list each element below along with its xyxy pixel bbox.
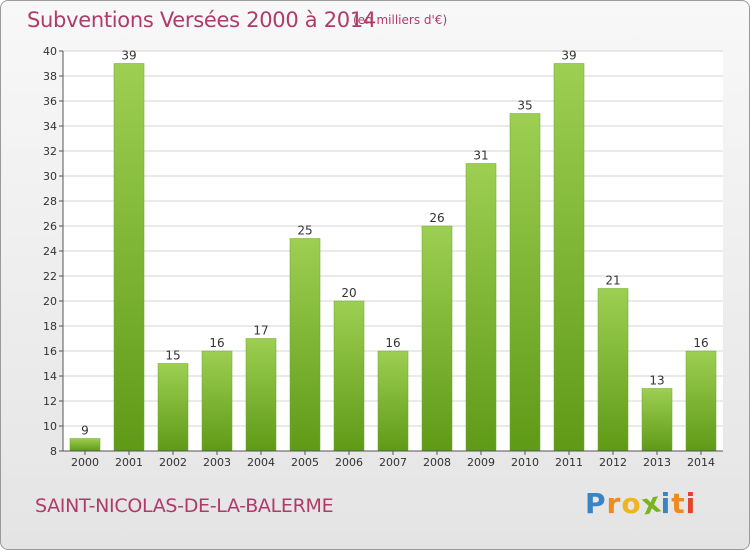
bar (509, 113, 541, 452)
bar-value-label: 25 (297, 224, 312, 238)
y-tick-label: 26 (43, 220, 57, 233)
y-tick-label: 30 (43, 170, 57, 183)
logo-letter: t (671, 487, 686, 520)
y-tick-label: 18 (43, 320, 57, 333)
x-tick-label: 2004 (247, 456, 275, 469)
bar-value-label: 39 (121, 49, 136, 63)
bar (421, 225, 453, 452)
bar (597, 288, 629, 452)
bar (465, 163, 497, 452)
bar (245, 338, 277, 452)
x-tick-label: 2008 (423, 456, 451, 469)
x-tick-label: 2000 (71, 456, 99, 469)
y-tick-label: 16 (43, 345, 57, 358)
x-tick-label: 2003 (203, 456, 231, 469)
axis-layer: 8 10 12 14 16 18 20 22 24 26 28 30 32 34 36 38 40 2000 200… (43, 45, 723, 469)
bar-value-label: 16 (693, 336, 708, 350)
y-tick-label: 34 (43, 120, 57, 133)
x-tick-label: 2002 (159, 456, 187, 469)
y-tick-label: 28 (43, 195, 57, 208)
x-tick-label: 2013 (643, 456, 671, 469)
bar-value-label: 26 (429, 211, 444, 225)
x-tick-label: 2011 (555, 456, 583, 469)
bar-value-label: 39 (561, 49, 576, 63)
y-tick-label: 36 (43, 95, 57, 108)
y-tick-label: 22 (43, 270, 57, 283)
bar-value-label: 16 (209, 336, 224, 350)
bar (333, 300, 365, 452)
bar-value-label: 31 (473, 149, 488, 163)
y-tick-label: 38 (43, 70, 57, 83)
y-tick-label: 12 (43, 395, 57, 408)
logo-letter: i (685, 487, 697, 520)
y-tick-label: 32 (43, 145, 57, 158)
x-tick-label: 2012 (599, 456, 627, 469)
logo-letter: r (606, 487, 622, 520)
x-tick-label: 2001 (115, 456, 143, 469)
bar-layer: 9 39 15 16 17 25 20 16 26 31 35 39 21 13 16 (69, 49, 717, 452)
y-tick-label: 8 (50, 445, 57, 458)
y-tick-label: 14 (43, 370, 57, 383)
y-tick-label: 20 (43, 295, 57, 308)
bar-value-label: 15 (165, 349, 180, 363)
bar (553, 63, 585, 452)
bar (69, 438, 101, 452)
bar-value-label: 16 (385, 336, 400, 350)
logo-letter: P (585, 487, 607, 520)
logo-letter: i (660, 487, 672, 520)
x-tick-label: 2005 (291, 456, 319, 469)
bar (113, 63, 145, 452)
x-tick-label: 2006 (335, 456, 363, 469)
x-tick-label: 2009 (467, 456, 495, 469)
y-tick-label: 40 (43, 45, 57, 58)
bar (685, 350, 717, 452)
bar (201, 350, 233, 452)
bar (377, 350, 409, 452)
y-tick-label: 10 (43, 420, 57, 433)
bar-value-label: 9 (81, 424, 89, 438)
x-tick-label: 2010 (511, 456, 539, 469)
commune-name: SAINT-NICOLAS-DE-LA-BALERME (35, 495, 334, 517)
bar (289, 238, 321, 452)
bar-value-label: 21 (605, 274, 620, 288)
bar-value-label: 13 (649, 374, 664, 388)
bar (641, 388, 673, 452)
bar-value-label: 35 (517, 99, 532, 113)
bar (157, 363, 189, 452)
proxiti-logo: Proxiti (585, 485, 697, 521)
x-tick-label: 2007 (379, 456, 407, 469)
logo-letter: o (621, 487, 642, 520)
bar-value-label: 17 (253, 324, 268, 338)
bar-value-label: 20 (341, 286, 356, 300)
x-tick-label: 2014 (687, 456, 715, 469)
chart-title: Subventions Versées 2000 à 2014 (27, 8, 376, 32)
y-tick-label: 24 (43, 245, 57, 258)
chart-unit-label: (en milliers d'€) (353, 13, 448, 27)
